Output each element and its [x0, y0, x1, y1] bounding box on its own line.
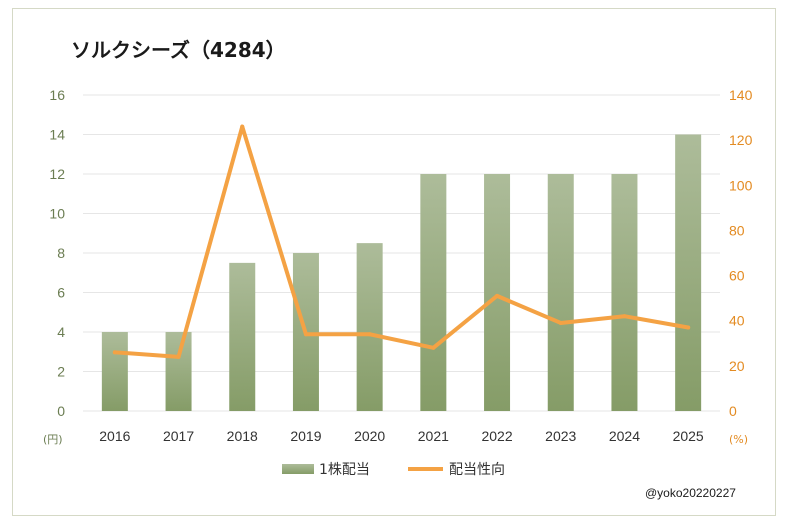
x-axis-tick-label: 2020 — [354, 428, 385, 444]
line-path — [112, 124, 691, 359]
x-axis-tick-label: 2016 — [99, 428, 130, 444]
right-axis-tick-label: 20 — [729, 358, 745, 374]
x-axis-tick-label: 2019 — [290, 428, 321, 444]
left-axis-tick-label: 6 — [57, 285, 65, 301]
left-axis-tick-label: 0 — [57, 403, 65, 419]
chart-title: ソルクシーズ（4284） — [71, 38, 286, 62]
right-axis-tick-label: 120 — [729, 132, 753, 148]
line-point — [558, 320, 563, 325]
bar — [165, 332, 192, 411]
axes: 0 2 4 6 8 10 12 14 16 0 20 40 60 80 100 120 140 2016 2017 2… — [49, 87, 752, 444]
left-axis-unit: (円) — [43, 433, 63, 446]
legend-bar-label: 1株配当 — [319, 462, 370, 478]
line-point — [240, 124, 245, 129]
legend: 1株配当 配当性向 — [282, 462, 505, 478]
right-axis-tick-label: 40 — [729, 313, 745, 329]
left-axis-tick-label: 2 — [57, 364, 65, 380]
bar — [420, 174, 447, 411]
right-axis-tick-label: 80 — [729, 222, 745, 238]
bar-series — [101, 134, 702, 411]
x-axis-tick-label: 2017 — [163, 428, 194, 444]
left-axis-tick-label: 10 — [49, 206, 65, 222]
bar — [484, 174, 511, 411]
credit-text: @yoko20220227 — [645, 486, 736, 500]
right-axis-unit: (%) — [729, 433, 748, 446]
right-axis-tick-label: 0 — [729, 403, 737, 419]
line-point — [367, 332, 372, 337]
right-axis-tick-label: 140 — [729, 87, 753, 103]
line-point — [112, 350, 117, 355]
line-series — [112, 124, 691, 359]
x-axis-tick-label: 2018 — [227, 428, 258, 444]
line-point — [686, 325, 691, 330]
left-axis-tick-label: 14 — [49, 127, 65, 143]
chart-svg: ソルクシーズ（4284） 0 2 4 6 8 10 12 14 16 0 20 40 60 80 100 12… — [43, 38, 753, 500]
chart-container: ソルクシーズ（4284） 0 2 4 6 8 10 12 14 16 0 20 40 60 80 100 12… — [12, 8, 776, 516]
left-axis-tick-label: 4 — [57, 324, 65, 340]
line-point — [303, 332, 308, 337]
bar — [611, 174, 638, 411]
line-point — [176, 354, 181, 359]
legend-line-label: 配当性向 — [449, 462, 505, 478]
left-axis-tick-label: 8 — [57, 245, 65, 261]
bar — [356, 243, 383, 411]
x-axis-tick-label: 2022 — [481, 428, 512, 444]
right-axis-tick-label: 100 — [729, 177, 753, 193]
left-axis-tick-label: 12 — [49, 166, 65, 182]
line-point — [431, 345, 436, 350]
left-axis-tick-label: 16 — [49, 87, 65, 103]
line-point — [495, 293, 500, 298]
bar — [675, 134, 702, 411]
line-point — [622, 314, 627, 319]
bar — [101, 332, 128, 411]
x-axis-tick-label: 2021 — [418, 428, 449, 444]
x-axis-tick-label: 2023 — [545, 428, 576, 444]
legend-bar-swatch — [282, 464, 314, 474]
x-axis-tick-label: 2025 — [673, 428, 704, 444]
bar — [547, 174, 574, 411]
right-axis-tick-label: 60 — [729, 268, 745, 284]
bar — [229, 262, 256, 411]
x-axis-tick-label: 2024 — [609, 428, 640, 444]
